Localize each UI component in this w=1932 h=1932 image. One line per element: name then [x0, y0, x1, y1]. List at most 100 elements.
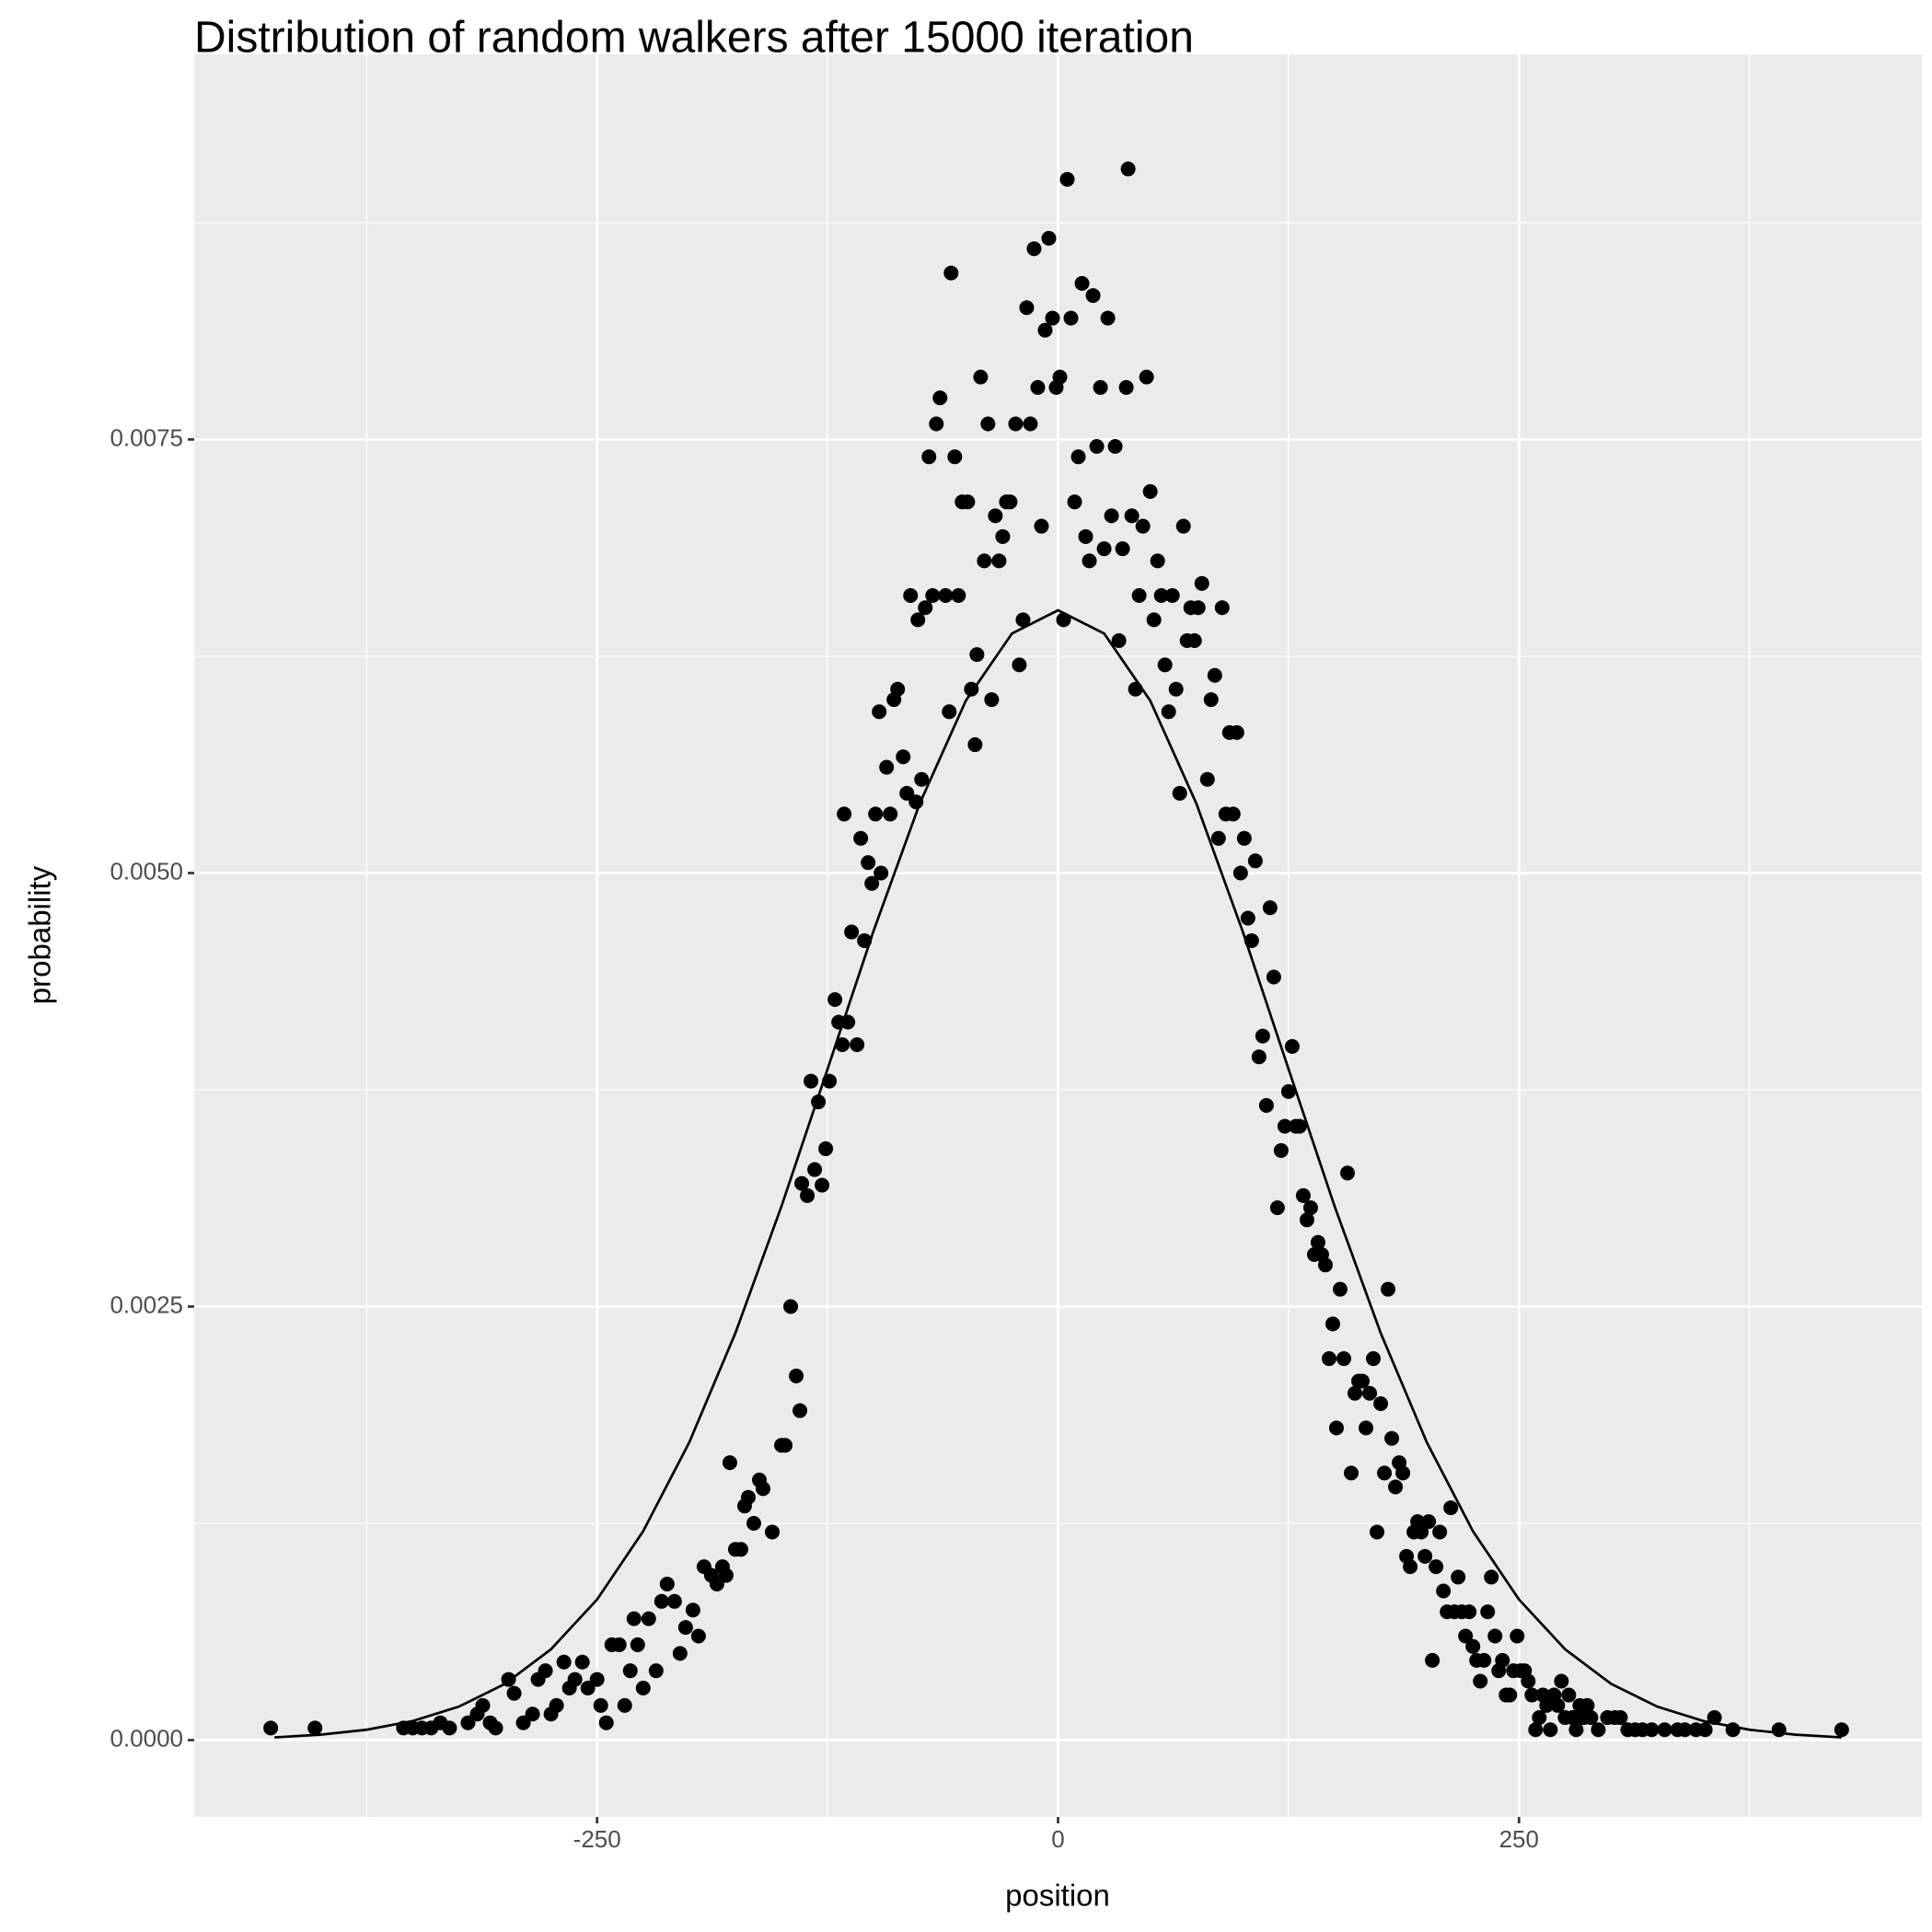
point: [1539, 1697, 1555, 1713]
point: [1568, 1722, 1584, 1738]
point: [1388, 1479, 1404, 1495]
y-tick-label: 0.0025: [110, 1290, 183, 1318]
point: [659, 1576, 675, 1591]
point: [1085, 288, 1101, 304]
point: [1302, 1200, 1318, 1216]
point: [1583, 1710, 1599, 1726]
point: [1002, 494, 1018, 510]
point: [1359, 1420, 1374, 1436]
point: [1465, 1638, 1481, 1654]
point: [1089, 438, 1105, 454]
point: [1214, 600, 1230, 616]
point: [1579, 1697, 1595, 1713]
point: [844, 924, 860, 940]
point: [525, 1706, 540, 1722]
point: [538, 1663, 553, 1679]
point: [850, 1037, 865, 1053]
point: [995, 528, 1011, 544]
point: [1414, 1524, 1429, 1540]
point: [1074, 275, 1090, 291]
point: [853, 830, 869, 846]
point: [515, 1715, 531, 1730]
point: [800, 1187, 816, 1203]
point: [1194, 575, 1209, 591]
point: [1153, 588, 1169, 604]
point: [980, 416, 996, 432]
point: [1240, 910, 1255, 926]
point: [1210, 830, 1226, 846]
point: [1395, 1465, 1411, 1481]
point: [967, 737, 983, 753]
point: [1107, 438, 1123, 454]
point: [1644, 1722, 1660, 1738]
point: [984, 692, 1000, 708]
point: [690, 1628, 706, 1644]
point: [1118, 379, 1134, 395]
point: [1124, 508, 1140, 524]
point: [818, 1141, 834, 1157]
point: [1232, 865, 1248, 881]
point: [879, 759, 895, 775]
point: [960, 494, 976, 510]
point: [1429, 1559, 1444, 1575]
density-curve: [274, 608, 1842, 1739]
point: [1280, 1083, 1296, 1099]
point: [778, 1438, 793, 1453]
y-tick-label: 0.0000: [110, 1724, 183, 1752]
point: [598, 1715, 614, 1730]
point: [1328, 1420, 1344, 1436]
point: [1059, 171, 1075, 187]
point: [914, 771, 930, 787]
point: [1310, 1234, 1325, 1250]
point: [1325, 1316, 1340, 1332]
point: [1321, 1351, 1336, 1367]
point: [973, 369, 989, 385]
point: [921, 449, 937, 465]
point: [815, 1177, 830, 1193]
point: [648, 1663, 664, 1679]
point: [1269, 1200, 1285, 1216]
y-tick-label: 0.0075: [110, 423, 183, 451]
point: [1436, 1583, 1452, 1599]
point: [567, 1672, 583, 1687]
point: [1521, 1673, 1536, 1689]
point: [1247, 853, 1263, 869]
point: [460, 1715, 476, 1730]
point: [307, 1720, 323, 1736]
point: [755, 1481, 770, 1497]
x-axis-title: position: [1005, 1879, 1110, 1913]
point: [1082, 553, 1097, 569]
point: [1332, 1281, 1348, 1297]
y-axis-title: probability: [23, 865, 57, 1004]
point: [1550, 1697, 1566, 1713]
point: [1266, 969, 1281, 985]
point: [1175, 518, 1191, 534]
y-tick-label: 0.0050: [110, 857, 183, 885]
point: [641, 1611, 656, 1626]
point: [1093, 379, 1108, 395]
point: [1370, 1524, 1385, 1540]
x-tick-label: -250: [573, 1825, 621, 1853]
point: [1295, 1187, 1311, 1203]
point: [635, 1681, 651, 1696]
point: [488, 1720, 503, 1736]
point: [951, 588, 966, 604]
point: [837, 806, 852, 822]
point: [1291, 1118, 1307, 1134]
point: [1146, 612, 1162, 628]
point: [1251, 1049, 1267, 1065]
point: [611, 1637, 627, 1652]
point: [1377, 1465, 1393, 1481]
point: [899, 785, 915, 801]
point: [1451, 1569, 1466, 1585]
point: [947, 449, 963, 465]
point: [1258, 1097, 1274, 1113]
point: [506, 1685, 522, 1701]
point: [1425, 1652, 1440, 1668]
point: [1142, 483, 1158, 499]
point: [709, 1576, 724, 1591]
point: [1373, 1396, 1389, 1412]
point: [442, 1720, 457, 1736]
point: [1528, 1722, 1544, 1738]
